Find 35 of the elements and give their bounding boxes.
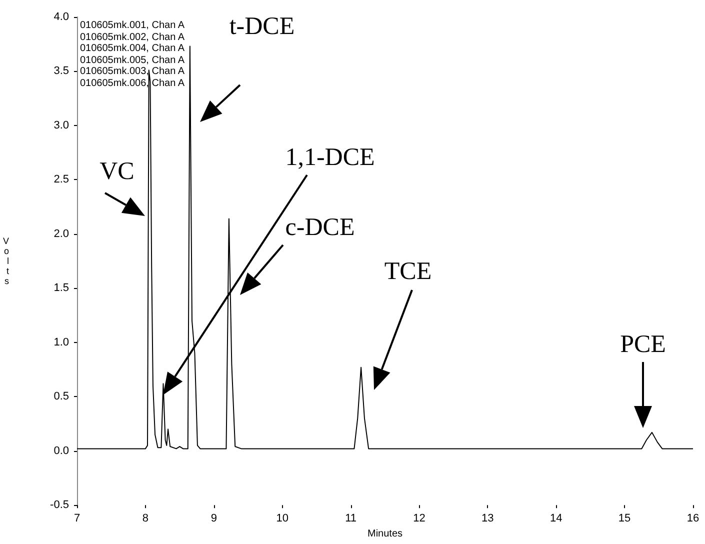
x-tick-label: 13	[482, 512, 494, 525]
annotation: 010605mk.006, Chan A	[80, 78, 185, 89]
annotation: 010605mk.003, Chan A	[80, 66, 185, 78]
x-tick-label: 15	[618, 512, 631, 525]
y-axis-title: Volts	[2, 236, 10, 286]
y-tick-label: 2.5	[54, 174, 70, 186]
x-tick-label: 9	[210, 512, 217, 525]
y-tick-label: 4.0	[54, 11, 70, 23]
y-tick-label: 2.0	[54, 228, 70, 240]
y-tick-label: 0.0	[54, 444, 70, 457]
y-tick-label: 3.0	[54, 119, 70, 132]
y-tick-label: 1.5	[54, 282, 70, 294]
annotation: c-DCE	[285, 214, 355, 242]
line-series	[76, 46, 694, 450]
x-tick-label: 11	[345, 512, 356, 525]
x-tick-label: 8	[142, 512, 149, 525]
annotation: 010605mk.005, Chan A	[80, 54, 185, 66]
annotation: TCE	[384, 258, 432, 286]
y-tick-label: 3.5	[54, 65, 70, 78]
y-tick-label: 1.0	[54, 336, 70, 348]
y-tick-label: -0.5	[50, 499, 70, 512]
y-tick-label: 0.5	[54, 390, 70, 403]
x-tick-label: 12	[413, 512, 426, 525]
annotation: 010605mk.002, Chan A	[80, 32, 185, 43]
x-tick-label: 7	[74, 512, 80, 525]
x-tick-label: 16	[686, 512, 700, 525]
annotation: PCE	[620, 331, 666, 359]
x-tick-label: 10	[276, 512, 288, 525]
annotation: VC	[100, 158, 134, 186]
annotation: 1,1-DCE	[285, 144, 375, 172]
annotation: 010605mk.001, Chan A	[80, 20, 185, 32]
x-axis-title: Minutes	[367, 528, 403, 540]
annotation: 010605mk.004, Chan A	[80, 43, 185, 54]
annotation: t-DCE	[229, 13, 295, 41]
x-tick-label: 14	[550, 512, 562, 525]
